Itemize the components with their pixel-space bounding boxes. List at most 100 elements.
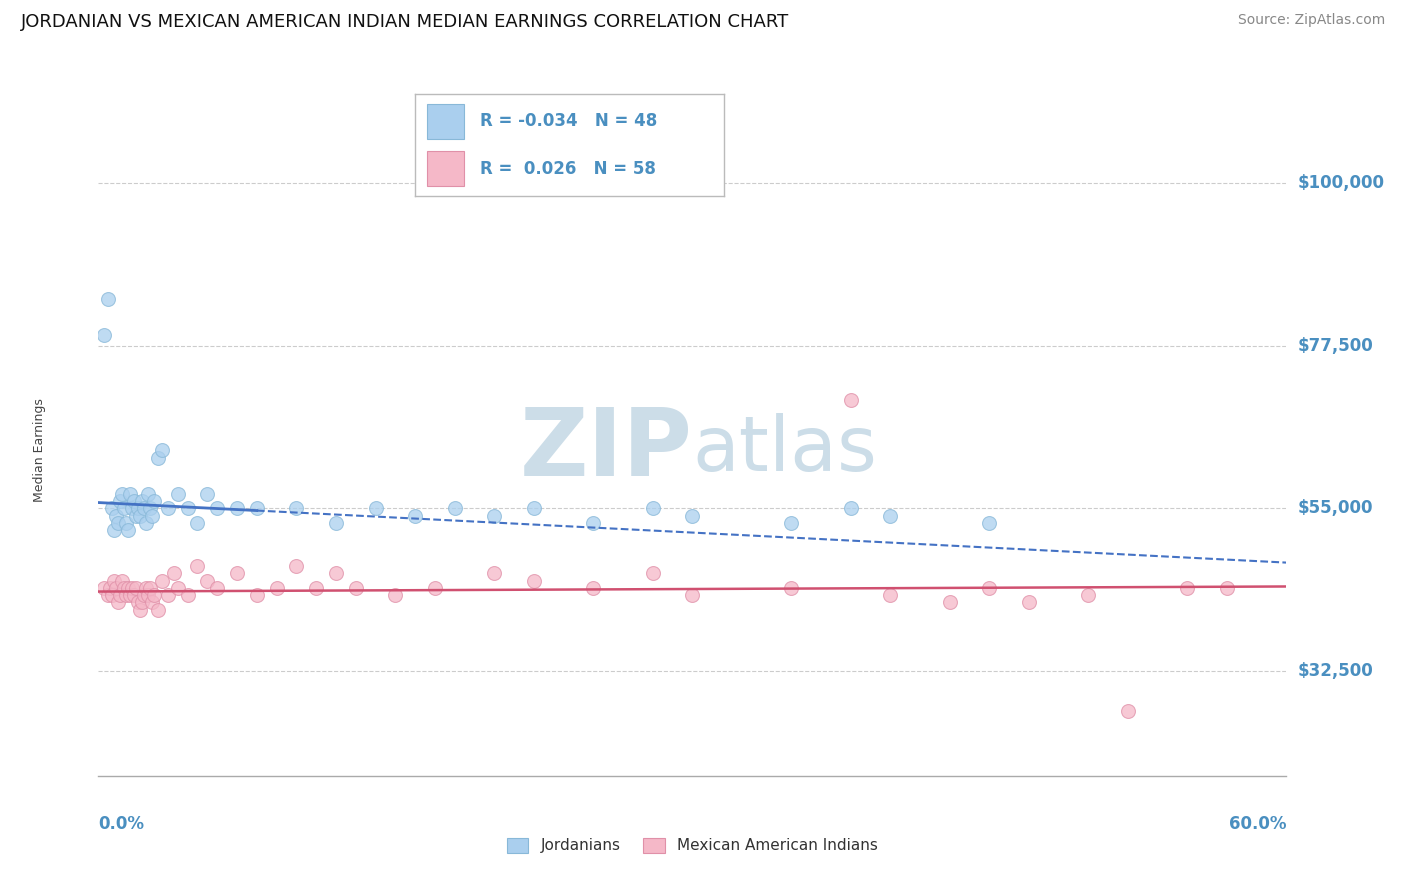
Point [423, 581, 446, 595]
Point [101, 501, 124, 516]
Point [117, 581, 139, 595]
Point [135, 516, 157, 530]
Text: atlas: atlas [692, 414, 877, 487]
Point [146, 602, 169, 616]
Point [120, 588, 142, 602]
Point [226, 566, 249, 581]
Point [780, 581, 803, 595]
Legend: Jordanians, Mexican American Indians: Jordanians, Mexican American Indians [501, 832, 884, 860]
Point [523, 574, 546, 588]
Point [839, 501, 862, 516]
Point [979, 516, 1001, 530]
Point [101, 588, 124, 602]
Point [122, 588, 145, 602]
Text: Source: ZipAtlas.com: Source: ZipAtlas.com [1237, 13, 1385, 28]
Point [111, 487, 134, 501]
Text: R = -0.034   N = 48: R = -0.034 N = 48 [479, 112, 657, 130]
Point [246, 588, 269, 602]
Point [207, 581, 229, 595]
Point [141, 508, 163, 523]
Point [103, 523, 125, 537]
Point [108, 588, 131, 602]
Point [681, 508, 703, 523]
Point [641, 566, 664, 581]
Point [1216, 581, 1239, 595]
Point [176, 501, 198, 516]
Point [93, 327, 115, 342]
Point [285, 501, 308, 516]
Point [136, 588, 159, 602]
Point [384, 588, 406, 602]
Point [839, 392, 862, 407]
Point [979, 581, 1001, 595]
Point [1116, 704, 1139, 718]
Point [150, 574, 173, 588]
Text: 60.0%: 60.0% [1229, 815, 1286, 833]
Text: $32,500: $32,500 [1298, 662, 1374, 680]
Point [117, 523, 139, 537]
Point [125, 581, 148, 595]
Point [166, 487, 188, 501]
Point [305, 581, 328, 595]
Point [111, 574, 134, 588]
Bar [427, 104, 464, 139]
Point [1077, 588, 1099, 602]
Point [142, 494, 165, 508]
Text: ZIP: ZIP [520, 404, 692, 497]
Text: JORDANIAN VS MEXICAN AMERICAN INDIAN MEDIAN EARNINGS CORRELATION CHART: JORDANIAN VS MEXICAN AMERICAN INDIAN MED… [21, 13, 789, 31]
Point [107, 595, 129, 609]
Point [344, 581, 367, 595]
Point [1177, 581, 1199, 595]
Point [523, 501, 546, 516]
Point [156, 501, 179, 516]
Point [139, 581, 162, 595]
Text: $100,000: $100,000 [1298, 174, 1385, 192]
Point [266, 581, 288, 595]
Text: Median Earnings: Median Earnings [32, 399, 45, 502]
Point [156, 588, 179, 602]
Point [105, 508, 128, 523]
Point [325, 516, 347, 530]
Point [285, 559, 308, 574]
Point [150, 443, 173, 458]
Point [107, 516, 129, 530]
Point [93, 581, 115, 595]
Point [207, 501, 229, 516]
Point [127, 501, 149, 516]
Point [121, 501, 143, 516]
Point [132, 501, 155, 516]
Point [131, 494, 153, 508]
Point [135, 581, 157, 595]
Point [98, 581, 121, 595]
Point [879, 588, 901, 602]
Point [115, 588, 138, 602]
Point [186, 516, 208, 530]
Point [142, 588, 165, 602]
Point [879, 508, 901, 523]
Point [186, 559, 208, 574]
Point [484, 508, 506, 523]
Point [121, 581, 143, 595]
Point [97, 292, 120, 306]
Point [112, 581, 135, 595]
Point [325, 566, 347, 581]
Text: $55,000: $55,000 [1298, 500, 1374, 517]
Point [129, 602, 152, 616]
Point [127, 595, 149, 609]
Point [582, 581, 605, 595]
Point [939, 595, 962, 609]
Point [136, 487, 159, 501]
Point [166, 581, 188, 595]
Point [641, 501, 664, 516]
Point [103, 574, 125, 588]
Point [195, 574, 218, 588]
Point [139, 501, 162, 516]
Point [112, 501, 135, 516]
Text: 0.0%: 0.0% [98, 815, 145, 833]
Point [195, 487, 218, 501]
Point [120, 487, 142, 501]
Point [444, 501, 467, 516]
Point [364, 501, 387, 516]
Point [404, 508, 426, 523]
Point [129, 508, 152, 523]
